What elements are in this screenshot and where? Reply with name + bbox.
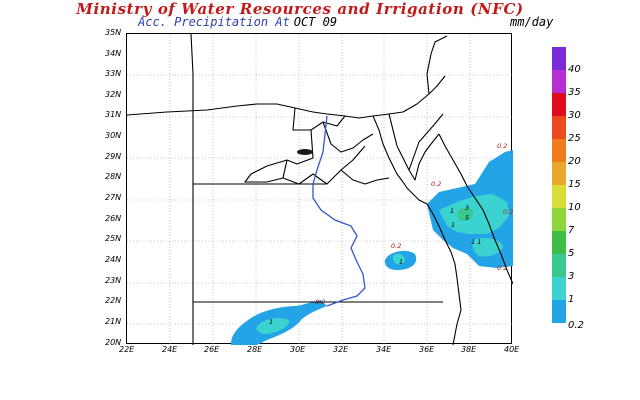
nile-river — [312, 115, 366, 307]
coastlines — [127, 34, 513, 345]
contour-label: 1 — [269, 318, 273, 326]
legend-swatch — [552, 93, 566, 116]
lat-label: 25N — [105, 234, 122, 243]
lon-label: 28E — [247, 345, 263, 354]
lat-label: 30N — [105, 131, 122, 140]
fayoum-lake — [297, 149, 313, 155]
subtitle-label: Acc. Precipitation At — [138, 15, 290, 29]
lat-label: 23N — [105, 276, 122, 285]
lon-label: 32E — [333, 345, 349, 354]
lat-label: 28N — [105, 172, 122, 181]
precip-3mm — [457, 207, 473, 221]
lon-label: 40E — [504, 345, 520, 354]
contour-label: 3 — [465, 204, 469, 212]
contour-label: 0.2 — [391, 242, 401, 250]
legend-swatch — [552, 208, 566, 231]
lat-label: 33N — [105, 69, 122, 78]
lat-label: 22N — [105, 296, 122, 305]
map-grid — [127, 34, 513, 345]
lon-label: 38E — [461, 345, 477, 354]
contour-labels: 0.2 0.2 1 3 5 1 1 1 0.2 0.2 0.2 1 1 0.2 — [269, 142, 513, 326]
legend-swatch — [552, 70, 566, 93]
lat-label: 24N — [105, 255, 122, 264]
lon-label: 34E — [376, 345, 392, 354]
lat-label: 32N — [105, 90, 122, 99]
legend-label: 35 — [568, 87, 581, 98]
legend-label: 3 — [568, 271, 575, 282]
lat-label: 26N — [105, 214, 122, 223]
legend-swatch — [552, 162, 566, 185]
legend-label: 5 — [568, 248, 575, 259]
legend-swatch — [552, 231, 566, 254]
lat-label: 29N — [105, 152, 122, 161]
map-svg: 0.2 0.2 1 3 5 1 1 1 0.2 0.2 0.2 1 1 0.2 — [127, 34, 513, 345]
lat-label: 31N — [105, 110, 122, 119]
contour-label: 1 1 — [471, 238, 481, 246]
legend-label: 20 — [568, 156, 581, 167]
map-subtitle: Acc. Precipitation At OCT 09 — [138, 15, 337, 29]
lon-label: 26E — [204, 345, 220, 354]
contour-label: 0.2 — [431, 180, 441, 188]
lon-label: 36E — [419, 345, 435, 354]
contour-label: 0.2 — [315, 298, 325, 306]
contour-label: 0.2 — [503, 208, 513, 216]
lat-label: 20N — [105, 338, 122, 347]
legend-swatch — [552, 277, 566, 300]
contour-label: 5 — [465, 214, 469, 222]
units-label: mm/day — [510, 15, 554, 29]
lat-label: 35N — [105, 28, 122, 37]
legend-label: 25 — [568, 133, 581, 144]
lat-label: 21N — [105, 317, 122, 326]
precip-areas — [231, 150, 513, 345]
lon-label: 24E — [162, 345, 178, 354]
lon-label: 30E — [290, 345, 306, 354]
subtitle-date: OCT 09 — [293, 15, 338, 29]
contour-label: 1 — [450, 207, 454, 215]
legend-label: 15 — [568, 179, 581, 190]
lat-label: 27N — [105, 193, 122, 202]
legend-label: 30 — [568, 110, 581, 121]
contour-label: 1 — [399, 258, 403, 266]
precip-1mm — [256, 194, 509, 334]
contour-label: 0.2 — [497, 264, 507, 272]
contour-label: 0.2 — [497, 142, 507, 150]
legend-label: 0.2 — [568, 320, 584, 331]
legend-swatch — [552, 254, 566, 277]
lat-label: 34N — [105, 49, 122, 58]
lon-label: 22E — [119, 345, 135, 354]
map-title: Ministry of Water Resources and Irrigati… — [76, 0, 524, 18]
legend-label: 7 — [568, 225, 575, 236]
contour-label: 1 — [451, 221, 455, 229]
legend-swatch — [552, 139, 566, 162]
legend-swatch — [552, 116, 566, 139]
legend-label: 10 — [568, 202, 581, 213]
legend-label: 40 — [568, 64, 581, 75]
legend-swatch — [552, 47, 566, 70]
legend-swatch — [552, 185, 566, 208]
legend-swatch — [552, 300, 566, 323]
legend-label: 1 — [568, 294, 575, 305]
precipitation-map: 0.2 0.2 1 3 5 1 1 1 0.2 0.2 0.2 1 1 0.2 — [126, 33, 513, 345]
